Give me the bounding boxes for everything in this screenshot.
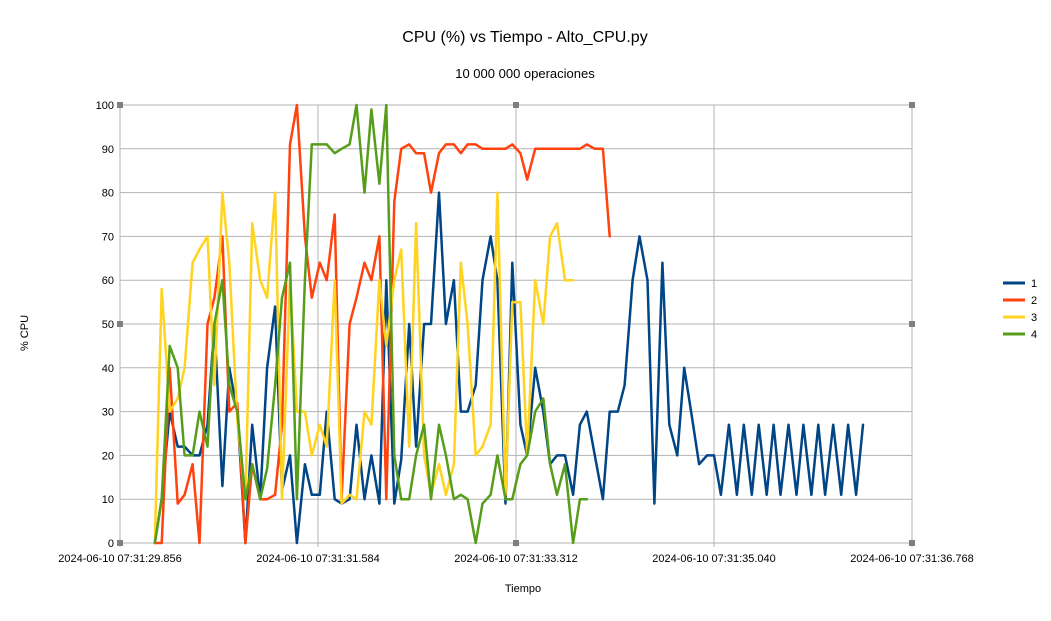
y-tick-label: 50 — [102, 319, 114, 331]
selection-handle[interactable] — [117, 540, 123, 546]
chart-subtitle: 10 000 000 operaciones — [455, 66, 595, 81]
y-tick-label: 100 — [96, 100, 114, 112]
legend: 1 2 3 4 — [1003, 278, 1037, 341]
x-axis-title: Tiempo — [505, 583, 541, 595]
selection-handle[interactable] — [117, 321, 123, 327]
series-line-4 — [153, 103, 589, 545]
y-tick-label: 60 — [102, 275, 114, 287]
legend-label-1: 1 — [1031, 278, 1037, 290]
y-axis-title: % CPU — [19, 315, 31, 351]
legend-label-4: 4 — [1031, 329, 1037, 341]
axes: 0 10 20 30 40 50 60 70 80 90 100 2024-06-10 07:31:2… — [58, 100, 974, 565]
selection-handle[interactable] — [513, 102, 519, 108]
selection-handle[interactable] — [117, 102, 123, 108]
y-tick-label: 80 — [102, 188, 114, 200]
series-lines — [153, 103, 865, 545]
selection-handle[interactable] — [513, 540, 519, 546]
x-tick-label: 2024-06-10 07:31:31.584 — [256, 553, 380, 565]
y-tick-label: 0 — [108, 538, 114, 550]
y-tick-label: 20 — [102, 450, 114, 462]
selection-handle[interactable] — [909, 102, 915, 108]
y-tick-label: 90 — [102, 144, 114, 156]
legend-label-2: 2 — [1031, 295, 1037, 307]
selection-handle[interactable] — [909, 321, 915, 327]
y-tick-label: 30 — [102, 407, 114, 419]
chart-title: CPU (%) vs Tiempo - Alto_CPU.py — [402, 29, 647, 46]
y-tick-label: 10 — [102, 494, 114, 506]
y-tick-label: 70 — [102, 231, 114, 243]
series-line-3 — [153, 191, 575, 545]
selection-handle[interactable] — [909, 540, 915, 546]
x-tick-label: 2024-06-10 07:31:36.768 — [850, 553, 974, 565]
series-line-2 — [153, 103, 611, 545]
legend-label-3: 3 — [1031, 312, 1037, 324]
y-tick-label: 40 — [102, 363, 114, 375]
x-tick-label: 2024-06-10 07:31:33.312 — [454, 553, 578, 565]
x-tick-label: 2024-06-10 07:31:35.040 — [652, 553, 776, 565]
x-tick-label: 2024-06-10 07:31:29.856 — [58, 553, 182, 565]
